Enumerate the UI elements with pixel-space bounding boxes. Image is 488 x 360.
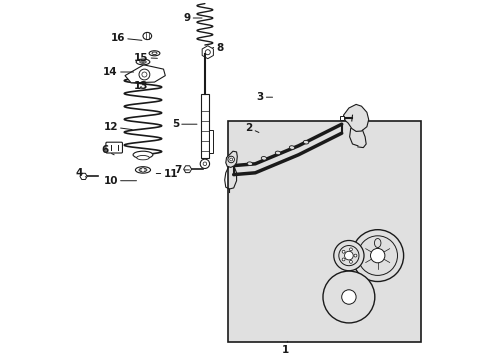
Circle shape <box>322 271 374 323</box>
FancyBboxPatch shape <box>106 142 122 153</box>
Text: 13: 13 <box>134 81 148 91</box>
Ellipse shape <box>139 168 146 172</box>
Circle shape <box>338 246 358 266</box>
Circle shape <box>342 250 345 253</box>
Circle shape <box>141 168 145 172</box>
Circle shape <box>139 69 149 80</box>
Polygon shape <box>343 104 368 131</box>
Circle shape <box>227 156 234 163</box>
Ellipse shape <box>247 162 252 166</box>
Circle shape <box>342 258 345 261</box>
Text: 7: 7 <box>174 165 189 175</box>
Ellipse shape <box>344 290 353 304</box>
Text: 1: 1 <box>281 341 288 355</box>
Text: 4: 4 <box>75 168 86 178</box>
Text: 8: 8 <box>212 42 223 53</box>
Circle shape <box>370 248 384 263</box>
Text: 3: 3 <box>256 92 272 102</box>
Ellipse shape <box>136 59 149 65</box>
Text: 2: 2 <box>244 123 258 133</box>
Ellipse shape <box>135 167 150 173</box>
Circle shape <box>229 158 232 161</box>
Polygon shape <box>225 151 237 167</box>
Circle shape <box>353 254 356 257</box>
Text: 5: 5 <box>171 119 197 129</box>
Circle shape <box>200 159 209 168</box>
Ellipse shape <box>141 61 144 63</box>
Ellipse shape <box>140 60 146 63</box>
Text: 16: 16 <box>110 33 142 43</box>
Circle shape <box>203 162 206 166</box>
Text: 10: 10 <box>103 176 136 186</box>
Ellipse shape <box>152 52 157 55</box>
Circle shape <box>357 236 397 275</box>
Ellipse shape <box>303 140 308 144</box>
Text: 6: 6 <box>102 145 114 156</box>
Circle shape <box>344 251 352 260</box>
Text: 14: 14 <box>103 67 133 77</box>
Ellipse shape <box>142 32 151 40</box>
Ellipse shape <box>289 146 294 149</box>
Circle shape <box>351 230 403 282</box>
Text: 12: 12 <box>103 122 132 132</box>
Ellipse shape <box>275 151 280 155</box>
Bar <box>200 94 209 158</box>
Circle shape <box>341 290 355 304</box>
Ellipse shape <box>374 239 380 248</box>
Ellipse shape <box>261 157 266 160</box>
Bar <box>228 121 420 342</box>
Ellipse shape <box>133 151 153 158</box>
Circle shape <box>349 260 352 263</box>
Circle shape <box>142 72 146 77</box>
Circle shape <box>349 248 352 251</box>
Text: 9: 9 <box>183 13 202 23</box>
Bar <box>340 116 343 120</box>
Circle shape <box>333 240 363 271</box>
Ellipse shape <box>149 51 160 56</box>
Text: 15: 15 <box>134 53 157 63</box>
Circle shape <box>205 50 210 55</box>
Polygon shape <box>125 65 165 83</box>
Bar <box>209 130 212 153</box>
Ellipse shape <box>137 156 149 160</box>
Text: 11: 11 <box>156 168 178 179</box>
